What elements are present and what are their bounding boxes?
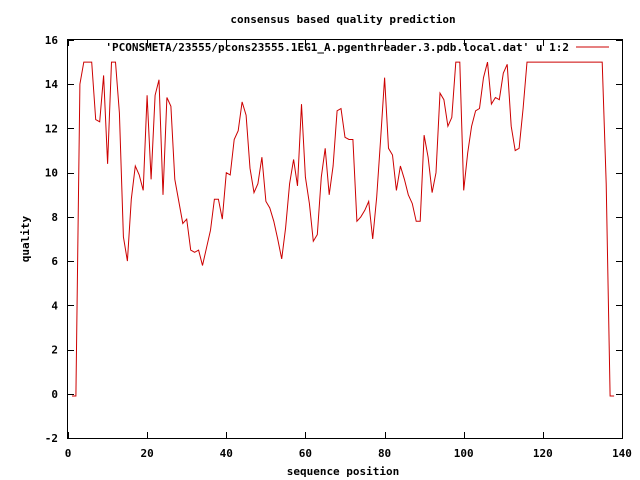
x-axis-label: sequence position [287, 465, 400, 478]
x-tick-label: 100 [454, 447, 474, 460]
y-tick-label: 4 [51, 299, 58, 312]
series-line [72, 61, 615, 397]
y-tick-label: 16 [45, 34, 59, 47]
y-tick-label: 8 [51, 211, 58, 224]
y-tick-label: 10 [45, 167, 58, 180]
y-tick-label: 2 [51, 344, 58, 357]
legend: 'PCONSMETA/23555/pcons23555.1EG1_A.pgent… [105, 41, 609, 54]
x-tick-label: 120 [533, 447, 553, 460]
y-tick-label: -2 [45, 432, 58, 445]
y-axis-label: quality [19, 215, 32, 262]
x-tick-label: 40 [220, 447, 233, 460]
y-tick-label: 12 [45, 122, 58, 135]
x-tick-label: 80 [378, 447, 391, 460]
y-tick-label: 14 [45, 78, 59, 91]
chart-title: consensus based quality prediction [230, 13, 455, 26]
legend-label: 'PCONSMETA/23555/pcons23555.1EG1_A.pgent… [105, 41, 569, 54]
y-tick-label: 6 [51, 255, 58, 268]
y-tick-label: 0 [51, 388, 58, 401]
x-tick-label: 20 [141, 447, 154, 460]
x-tick-label: 60 [299, 447, 312, 460]
plot-frame [67, 39, 623, 439]
x-tick-label: 140 [612, 447, 632, 460]
plot-layer [72, 61, 615, 397]
x-tick-label: 0 [65, 447, 72, 460]
ticks-layer: 0 20 40 60 80 100 120 140 -2 0 2 4 6 8 10 12 14 16 [45, 34, 632, 460]
